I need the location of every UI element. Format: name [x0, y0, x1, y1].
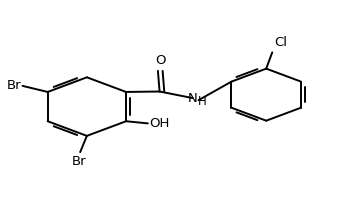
Text: OH: OH: [149, 117, 170, 130]
Text: Cl: Cl: [274, 36, 287, 49]
Text: O: O: [155, 54, 166, 67]
Text: Br: Br: [72, 155, 87, 168]
Text: Br: Br: [6, 79, 21, 92]
Text: H: H: [197, 95, 206, 109]
Text: N: N: [188, 91, 197, 105]
